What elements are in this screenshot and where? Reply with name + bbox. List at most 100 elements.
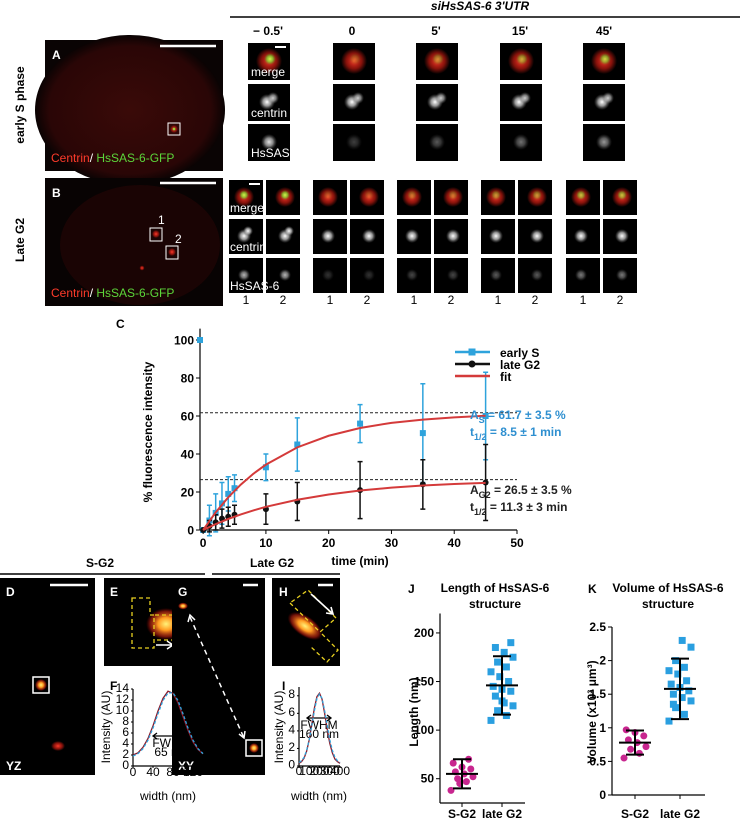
signal [574,229,588,243]
panel-label: F [110,679,117,693]
box-label: 2 [175,232,182,246]
legend-label: late G2 [500,358,540,372]
marker [225,490,232,497]
signal [602,92,614,104]
marker [500,648,508,656]
chart-title: structure [642,597,694,611]
marker [620,754,628,762]
stain: HsSAS-6-GFP [96,151,174,165]
cell [35,35,225,185]
y-tick-label: 14 [116,681,130,695]
zoom-box [245,739,263,757]
signal [322,269,334,281]
view-label: YZ [6,759,21,773]
zoom-box [149,227,163,242]
signal [405,229,419,243]
channel-label: centrin [230,240,266,254]
y-tick-label: 0 [288,757,295,771]
annotation: AG2 = 26.5 ± 3.5 % [470,483,572,500]
x-tick-label: late G2 [660,807,700,821]
annotation: t1/2 = 11.3 ± 3 min [470,500,567,517]
marker [294,441,301,448]
annotation-subscript: 1/2 [474,507,487,517]
signal [239,190,249,200]
sd-bar [626,729,644,756]
signal [617,190,627,200]
roi-box [288,589,339,663]
y-axis-label: Length (nm) [407,677,421,746]
marker [197,337,203,343]
y-tick-label: 80 [181,372,195,386]
cell [60,185,220,305]
marker [449,759,457,767]
y-tick-label: 12 [116,692,130,706]
zoom-box [167,122,181,136]
x-tick-label: 80 [166,765,180,779]
signal [364,190,374,200]
panel-label: A [52,48,61,62]
annotation-text: = 26.5 ± 3.5 % [491,483,572,497]
panel-label: I [282,679,285,693]
marker [491,644,499,652]
signal [615,229,629,243]
column-label: 1 [327,293,334,307]
signal [352,92,364,104]
signal [264,53,276,65]
signal [321,229,335,243]
signal [513,134,529,150]
x-axis-label: width (nm) [290,789,347,803]
fwhm-label: FWHM [300,718,337,732]
stain-legend: Centrin/ HsSAS-6-GFP [51,151,174,165]
y-tick-label: 200 [414,626,434,640]
marker [487,716,495,724]
marker [231,485,238,492]
zoom-box [165,245,179,260]
signal [447,269,459,281]
signal [280,190,290,200]
marker [678,694,686,702]
section-title: S-G2 [86,556,114,570]
y-tick-label: 50 [421,772,435,786]
annotation-text: = 61.7 ± 3.5 % [485,408,566,422]
panel-label: D [6,585,15,599]
x-tick-label: late G2 [482,807,522,821]
column-label: 1 [411,293,418,307]
column-label: 2 [364,293,371,307]
marker [447,786,455,794]
timepoint: 0 [349,24,356,38]
y-tick-label: 40 [181,448,195,462]
fwhm-arrow [305,714,333,722]
x-tick-label: 200 [309,764,329,778]
series-line [298,692,341,764]
stain-legend: Centrin/ HsSAS-6-GFP [51,286,174,300]
y-tick-label: 100 [174,334,194,348]
marker [665,717,673,725]
marker [674,670,682,678]
column-label: 1 [243,293,250,307]
centrosome [152,230,160,238]
marker [262,464,269,471]
channel-label: HsSAS-6 [251,146,301,160]
signal [35,679,47,691]
panel-label: H [279,585,288,599]
series-line [132,692,204,757]
marker [469,773,477,781]
signal [287,611,323,641]
y-tick-label: 2 [599,654,606,668]
timepoint: 5' [431,24,441,38]
column-label: 1 [580,293,587,307]
marker [419,430,426,437]
sd-bar [493,655,511,716]
y-tick-label: 8 [288,687,295,701]
signal [178,602,188,610]
timepoint: 15' [512,24,528,38]
row-label: early S phase [13,66,27,144]
sd-bar [671,657,689,721]
y-tick-label: 1.5 [589,687,606,701]
signal [432,53,444,65]
signal [576,190,586,200]
annotation-subscript: 1/2 [474,432,487,442]
signal [596,134,612,150]
y-tick-label: 10 [116,703,130,717]
y-tick-label: 1 [599,721,606,735]
